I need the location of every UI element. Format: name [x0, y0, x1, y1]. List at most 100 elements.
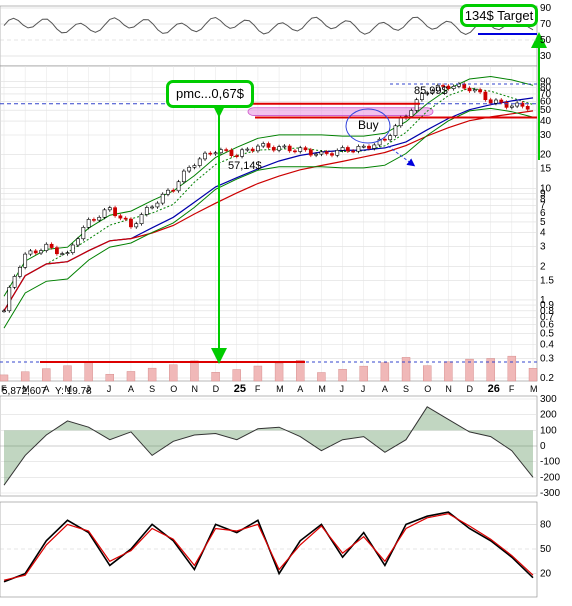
price-tick-label-22: 0.7 [540, 312, 554, 323]
candle-body-90 [478, 89, 483, 93]
price-tick-label-9: 10 [540, 183, 552, 194]
date-tick-label-14: A [297, 384, 303, 394]
stoch-tick-label-0: 80 [540, 519, 552, 530]
volume-bar-23 [486, 358, 495, 382]
date-tick-label-17: J [361, 384, 366, 394]
candle-body-24 [129, 218, 133, 228]
date-tick-label-24: F [509, 384, 515, 394]
volume-bar-16 [338, 369, 347, 382]
volume-bar-1 [20, 371, 30, 382]
date-tick-label-5: J [107, 384, 112, 394]
price-tick-label-26: 0.3 [540, 353, 554, 364]
candle-body-42 [224, 149, 229, 151]
candle-body-55 [293, 150, 297, 153]
candle-body-54 [287, 145, 292, 152]
candle-body-46 [245, 148, 250, 151]
candle-body-2 [12, 276, 17, 288]
candle-body-67 [356, 146, 361, 152]
volume-bar-22 [465, 358, 474, 382]
candle-body-31 [166, 189, 170, 195]
candle-body-12 [65, 252, 70, 254]
date-tick-label-8: O [170, 384, 177, 394]
candle-body-95 [504, 101, 509, 108]
price-tick-label-16: 3 [540, 242, 546, 253]
candle-body-56 [298, 147, 303, 152]
date-tick-label-4: J [86, 384, 91, 394]
price-tick-label-20: 0.9 [540, 300, 554, 311]
buy-ellipse [345, 108, 391, 144]
price-tick-label-12: 7 [540, 201, 546, 212]
candle-body-19 [102, 209, 107, 218]
candle-body-60 [319, 151, 324, 155]
volume-bar-24 [507, 355, 517, 382]
candle-body-5 [28, 250, 33, 255]
candle-body-17 [92, 219, 96, 221]
date-tick-label-18: A [382, 384, 388, 394]
bollinger-lower [3, 107, 534, 329]
price-tick-label-24: 0.5 [540, 329, 554, 340]
candle-body-61 [324, 151, 329, 154]
volume-bar-2 [42, 368, 51, 382]
volume-bar-11 [232, 369, 241, 382]
candle-body-25 [134, 223, 139, 228]
candle-body-34 [181, 170, 186, 183]
candle-body-62 [330, 153, 334, 156]
candle-body-87 [462, 83, 467, 89]
candle-body-70 [372, 144, 377, 149]
volume-bar-17 [359, 365, 368, 382]
candle-body-89 [472, 89, 477, 92]
volume-bar-6 [126, 371, 136, 382]
volume-bars [0, 355, 538, 382]
pmc-callout: pmc...0,67$ [166, 80, 254, 108]
candle-body-78 [414, 99, 419, 111]
candle-body-47 [250, 148, 255, 152]
candle-body-68 [361, 145, 366, 148]
candle-body-74 [393, 125, 398, 136]
price-tick-label-3: 60 [540, 96, 552, 107]
candle-body-35 [187, 166, 192, 172]
price-tick-label-25: 0.4 [540, 339, 554, 350]
volume-bar-15 [317, 372, 326, 382]
candle-body-81 [430, 90, 435, 94]
candle-body-52 [277, 146, 281, 151]
cci-tick-label-1: 200 [540, 410, 557, 421]
top-tick-label-0: 90 [540, 3, 552, 14]
candle-body-58 [308, 149, 313, 156]
top-indicator-series: 90 70 50 30 [0, 3, 552, 62]
price-tick-label-15: 4 [540, 228, 546, 239]
candle-body-69 [367, 145, 371, 149]
price-tick-label-11: 8 [540, 194, 546, 205]
candle-body-96 [509, 105, 514, 108]
candle-body-97 [515, 102, 520, 107]
candle-body-9 [49, 243, 54, 248]
candle-body-71 [377, 138, 382, 146]
candle-body-82 [435, 85, 440, 92]
candle-body-16 [86, 219, 91, 228]
candle-body-38 [203, 152, 207, 160]
candle-body-73 [388, 135, 393, 141]
volume-bar-19 [401, 357, 411, 382]
candle-body-53 [282, 145, 287, 148]
candle-body-92 [488, 99, 493, 104]
date-tick-label-11: 25 [234, 383, 246, 395]
candle-body-23 [123, 217, 128, 220]
date-tick-label-9: N [191, 384, 198, 394]
price-tick-label-4: 50 [540, 105, 552, 116]
sma-long-line [3, 110, 534, 312]
price-tick-label-2: 70 [540, 89, 552, 100]
volume-y-label: Y: 19.78 [55, 386, 92, 397]
candle-body-93 [494, 99, 498, 104]
bollinger-upper [3, 75, 534, 297]
volume-bar-7 [147, 367, 157, 382]
date-tick-label-10: D [213, 384, 220, 394]
top-tick-label-1: 70 [540, 19, 552, 30]
candle-body-33 [176, 181, 181, 192]
candle-body-50 [266, 143, 271, 148]
volume-bar-0 [0, 374, 9, 382]
candle-body-91 [483, 91, 488, 101]
date-tick-label-23: 26 [488, 383, 500, 395]
top-tick-label-3: 30 [540, 51, 552, 62]
volume-bar-13 [274, 362, 284, 382]
stoch-tick-label-1: 50 [540, 544, 552, 555]
candle-body-43 [229, 149, 234, 156]
